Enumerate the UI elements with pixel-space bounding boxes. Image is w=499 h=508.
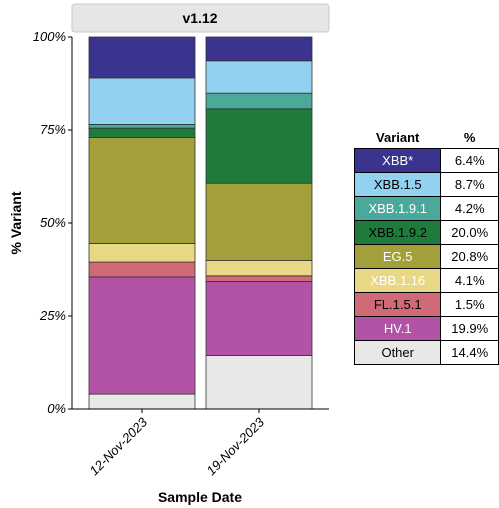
- legend-variant-name: EG.5: [353, 244, 442, 269]
- y-tick-label: 0%: [47, 401, 66, 416]
- y-tick-label: 100%: [33, 29, 66, 44]
- bar-segment-fl-1-5-1: [205, 275, 313, 282]
- legend-body: XBB* 6.4% XBB.1.5 8.7% XBB.1.9.1 4.2% XBB.1.9.…: [353, 148, 499, 365]
- legend-variant-name: XBB*: [353, 148, 442, 173]
- legend-variant-pct: 4.1%: [440, 268, 499, 293]
- legend-variant-name: Other: [353, 340, 442, 365]
- legend-row: XBB.1.9.1 4.2%: [353, 196, 499, 221]
- legend-variant-name: XBB.1.16: [353, 268, 442, 293]
- bar-segment-xbb-1-16: [205, 260, 313, 277]
- legend-variant-pct: 1.5%: [440, 292, 499, 317]
- legend-variant-pct: 6.4%: [440, 148, 499, 173]
- bar-segment-other: [205, 355, 313, 410]
- y-axis-ticks: 0% 25% 50% 75% 100%: [33, 29, 72, 416]
- legend-variant-pct: 8.7%: [440, 172, 499, 197]
- legend-variant-name: FL.1.5.1: [353, 292, 442, 317]
- legend-row: XBB.1.5 8.7%: [353, 172, 499, 197]
- bar-segment-xbb-1-9-1: [88, 124, 196, 129]
- bar-segment-hv-1: [205, 281, 313, 356]
- y-tick-label: 25%: [39, 308, 66, 323]
- bar-segment-eg-5: [205, 182, 313, 261]
- bar-segment-xbb-1-9-1: [205, 92, 313, 110]
- legend-row: FL.1.5.1 1.5%: [353, 292, 499, 317]
- bar-segment-xbb-1-5: [88, 77, 196, 125]
- legend-header-pct: %: [463, 129, 476, 145]
- x-tick-label: 19-Nov-2023: [203, 414, 267, 478]
- legend-variant-name: HV.1: [353, 316, 442, 341]
- legend-variant-name: XBB.1.5: [353, 172, 442, 197]
- legend-table: Variant % XBB* 6.4% XBB.1.5 8.7% XBB.1.9.1 4.…: [353, 126, 499, 365]
- x-axis-ticks: 12-Nov-2023 19-Nov-2023: [86, 409, 268, 478]
- legend-variant-pct: 20.0%: [440, 220, 499, 245]
- legend-variant-pct: 4.2%: [440, 196, 499, 221]
- x-axis-title: Sample Date: [158, 489, 242, 505]
- y-tick-label: 50%: [40, 215, 66, 230]
- legend-variant-name: XBB.1.9.1: [353, 196, 442, 221]
- legend-row: Other 14.4%: [353, 340, 499, 365]
- bar-segment-xbb-1-16: [88, 243, 196, 263]
- bar-segment-fl-1-5-1: [88, 261, 196, 278]
- legend-variant-pct: 19.9%: [440, 316, 499, 341]
- bar-segment-xbb-1-9-2: [205, 108, 313, 184]
- facet-strip: [71, 3, 330, 33]
- bar-segment-other: [88, 393, 196, 410]
- legend-row: EG.5 20.8%: [353, 244, 499, 269]
- bar-segment-xbb-: [88, 36, 196, 79]
- bar-segment-eg-5: [88, 137, 196, 244]
- legend-row: XBB* 6.4%: [353, 148, 499, 173]
- legend-row: XBB.1.9.2 20.0%: [353, 220, 499, 245]
- legend-variant-name: XBB.1.9.2: [353, 220, 442, 245]
- y-axis-title: % Variant: [8, 191, 24, 254]
- legend-row: XBB.1.16 4.1%: [353, 268, 499, 293]
- y-tick-label: 75%: [40, 122, 66, 137]
- x-tick-label: 12-Nov-2023: [86, 414, 150, 478]
- facet-title: v1.12: [182, 10, 217, 26]
- bar-segment-hv-1: [88, 276, 196, 395]
- legend-header-variant: Variant: [376, 129, 420, 145]
- bar-segment-xbb-1-5: [205, 60, 313, 94]
- stacked-bar-chart: v1.12 0% 25% 50% 75% 100% 12-Nov-2023 19-Nov-…: [8, 3, 330, 505]
- legend-variant-pct: 14.4%: [440, 340, 499, 365]
- bar-segment-xbb-1-9-2: [88, 127, 196, 138]
- legend-header-row: Variant %: [355, 126, 499, 149]
- legend-variant-pct: 20.8%: [440, 244, 499, 269]
- bars: [88, 36, 313, 410]
- bar-segment-xbb-: [205, 36, 313, 62]
- legend-row: HV.1 19.9%: [353, 316, 499, 341]
